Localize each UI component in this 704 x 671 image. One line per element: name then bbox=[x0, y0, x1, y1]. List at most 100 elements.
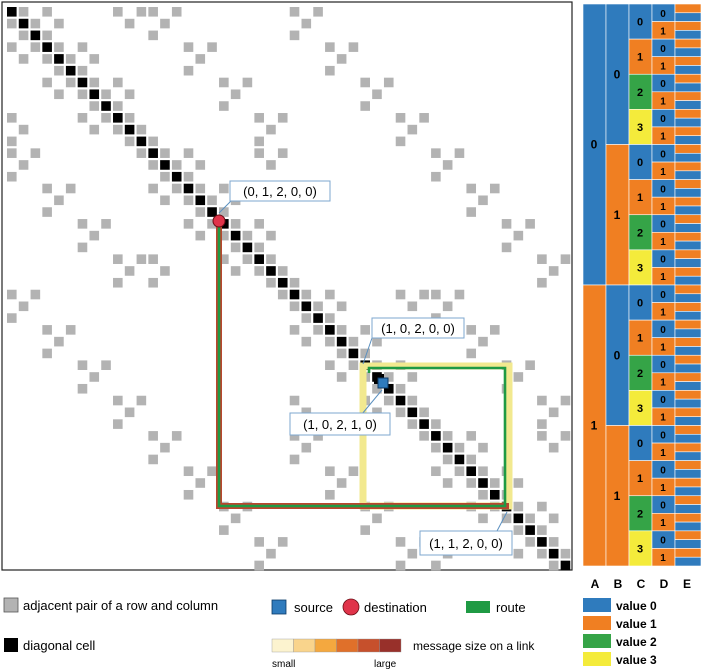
diagonal-cell bbox=[407, 407, 418, 418]
adjacent-cell bbox=[277, 113, 288, 123]
diagonal-cell bbox=[419, 419, 429, 429]
diagonal-cell bbox=[89, 89, 100, 100]
level-E-block bbox=[674, 161, 702, 172]
level-E-block bbox=[674, 135, 702, 145]
source-legend-label: source bbox=[294, 600, 333, 615]
adjacent-cell bbox=[18, 30, 29, 41]
adjacent-cell bbox=[183, 148, 194, 158]
adjacent-cell bbox=[7, 313, 17, 323]
level-A-label: 1 bbox=[591, 419, 598, 433]
adjacent-cell bbox=[383, 395, 394, 406]
level-E-block bbox=[674, 442, 702, 453]
route-line bbox=[217, 221, 507, 508]
level-E-block bbox=[674, 109, 702, 119]
adjacent-cell bbox=[478, 195, 488, 206]
adjacent-cell bbox=[195, 230, 206, 241]
adjacent-cell bbox=[289, 277, 300, 288]
adjacent-cell bbox=[360, 348, 370, 359]
adjacent-cell bbox=[537, 254, 547, 264]
adjacent-cell bbox=[18, 160, 29, 170]
level-C-label: 3 bbox=[637, 543, 643, 555]
adjacent-cell bbox=[148, 183, 158, 194]
adjacent-cell bbox=[30, 148, 41, 158]
adjacent-cell bbox=[289, 30, 300, 41]
level-C-label: 3 bbox=[637, 262, 643, 274]
adjacent-cell bbox=[395, 560, 406, 571]
ramp-large-label: large bbox=[374, 659, 397, 670]
adjacent-cell bbox=[313, 301, 323, 312]
adjacent-cell bbox=[65, 54, 76, 64]
diagonal-cell bbox=[478, 478, 488, 488]
hierarchy-labels: 0 0 0 0 1 1 0 1 2 0 1 3 0 1 1 0 0 1 1 0 1 2 0 1 3 0 1 1 0 0 0 1 1 0 1 2 0 1 3 0… bbox=[591, 9, 667, 564]
diagonal-cell bbox=[537, 537, 547, 547]
level-E-block bbox=[674, 205, 702, 216]
adjacent-cell bbox=[431, 560, 441, 571]
level-D-label: 1 bbox=[660, 378, 666, 389]
adjacent-cell bbox=[148, 431, 158, 441]
adjacent-cell bbox=[289, 325, 300, 335]
level-E-block bbox=[674, 302, 702, 312]
adjacent-cell bbox=[183, 65, 194, 76]
level-E-block bbox=[674, 433, 702, 444]
message-size-label: message size on a link bbox=[413, 639, 535, 653]
adjacent-cell bbox=[77, 383, 88, 394]
level-C-label: 2 bbox=[637, 368, 643, 380]
adjacent-cell bbox=[325, 336, 335, 347]
adjacent-cell bbox=[548, 266, 559, 276]
level-D-label: 0 bbox=[660, 536, 666, 547]
label-destination: (0, 1, 2, 0, 0) bbox=[243, 184, 317, 199]
value-0-swatch bbox=[583, 598, 611, 612]
adjacent-cell bbox=[372, 407, 382, 418]
adjacent-cell bbox=[254, 560, 264, 571]
adjacent-cell bbox=[42, 30, 52, 41]
adjacent-cell bbox=[7, 136, 17, 147]
adjacent-cell bbox=[18, 54, 29, 64]
level-D-label: 1 bbox=[660, 132, 666, 143]
adjacent-cell bbox=[313, 7, 323, 17]
level-E-block bbox=[674, 65, 702, 75]
level-B-label: 0 bbox=[614, 67, 621, 81]
diagonal-cell bbox=[42, 42, 52, 52]
level-C-label: 2 bbox=[637, 87, 643, 99]
adjacent-cell bbox=[113, 124, 123, 135]
adjacent-cell bbox=[254, 136, 264, 147]
adjacent-cell bbox=[113, 7, 123, 17]
value-2-label: value 2 bbox=[616, 635, 657, 649]
ramp-step bbox=[336, 638, 359, 653]
adjacent-cell bbox=[325, 289, 335, 300]
adjacent-cell bbox=[360, 101, 370, 111]
diagonal-cell bbox=[160, 160, 170, 170]
adjacent-cell bbox=[42, 325, 52, 335]
adjacent-cell bbox=[89, 77, 100, 88]
adjacent-cell bbox=[431, 466, 441, 477]
adjacent-cell bbox=[42, 183, 52, 194]
diagonal-cell bbox=[183, 183, 194, 194]
label-waypoint: (1, 0, 2, 0, 0) bbox=[381, 321, 455, 336]
adjacent-cell bbox=[183, 195, 194, 206]
adjacent-cell bbox=[148, 30, 158, 41]
level-D-label: 1 bbox=[660, 307, 666, 318]
adjacent-cell bbox=[325, 466, 335, 477]
level-E-block bbox=[674, 416, 702, 426]
level-E-block bbox=[674, 495, 702, 505]
adjacent-cell bbox=[113, 101, 123, 111]
adjacent-cell bbox=[478, 336, 488, 347]
level-D-label: 1 bbox=[660, 518, 666, 529]
level-E-block bbox=[674, 144, 702, 154]
adjacent-cell bbox=[148, 160, 158, 170]
level-D-label: 0 bbox=[660, 9, 666, 20]
adjacent-cell bbox=[289, 431, 300, 441]
level-C-label: 1 bbox=[637, 333, 643, 345]
adjacent-cell bbox=[219, 230, 229, 241]
label-leader bbox=[218, 199, 233, 214]
adjacent-cell bbox=[242, 230, 253, 241]
adjacent-cell bbox=[525, 513, 535, 524]
diagonal-cell bbox=[525, 525, 535, 535]
adjacent-cell bbox=[501, 242, 512, 253]
adjacent-cell bbox=[113, 254, 123, 264]
diagonal-cell bbox=[454, 454, 465, 465]
diagonal-cell bbox=[313, 313, 323, 323]
adjacent-cell bbox=[254, 113, 264, 123]
adjacent-cell bbox=[171, 431, 182, 441]
adjacent-cell bbox=[466, 325, 477, 335]
